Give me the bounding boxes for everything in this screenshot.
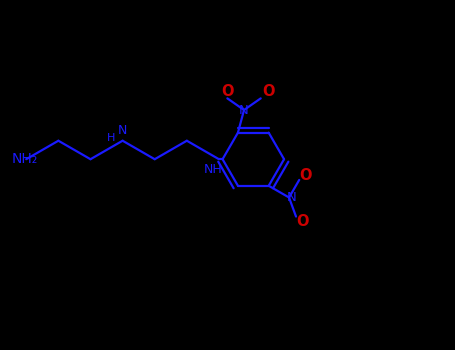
Text: O: O [221,84,233,99]
Text: H: H [107,133,116,143]
Text: O: O [263,84,275,99]
Text: NH₂: NH₂ [11,152,38,166]
Text: N: N [118,124,127,137]
Text: O: O [299,168,312,183]
Text: N: N [287,191,296,204]
Text: O: O [296,215,308,230]
Text: NH: NH [204,163,223,176]
Text: N: N [239,104,249,117]
